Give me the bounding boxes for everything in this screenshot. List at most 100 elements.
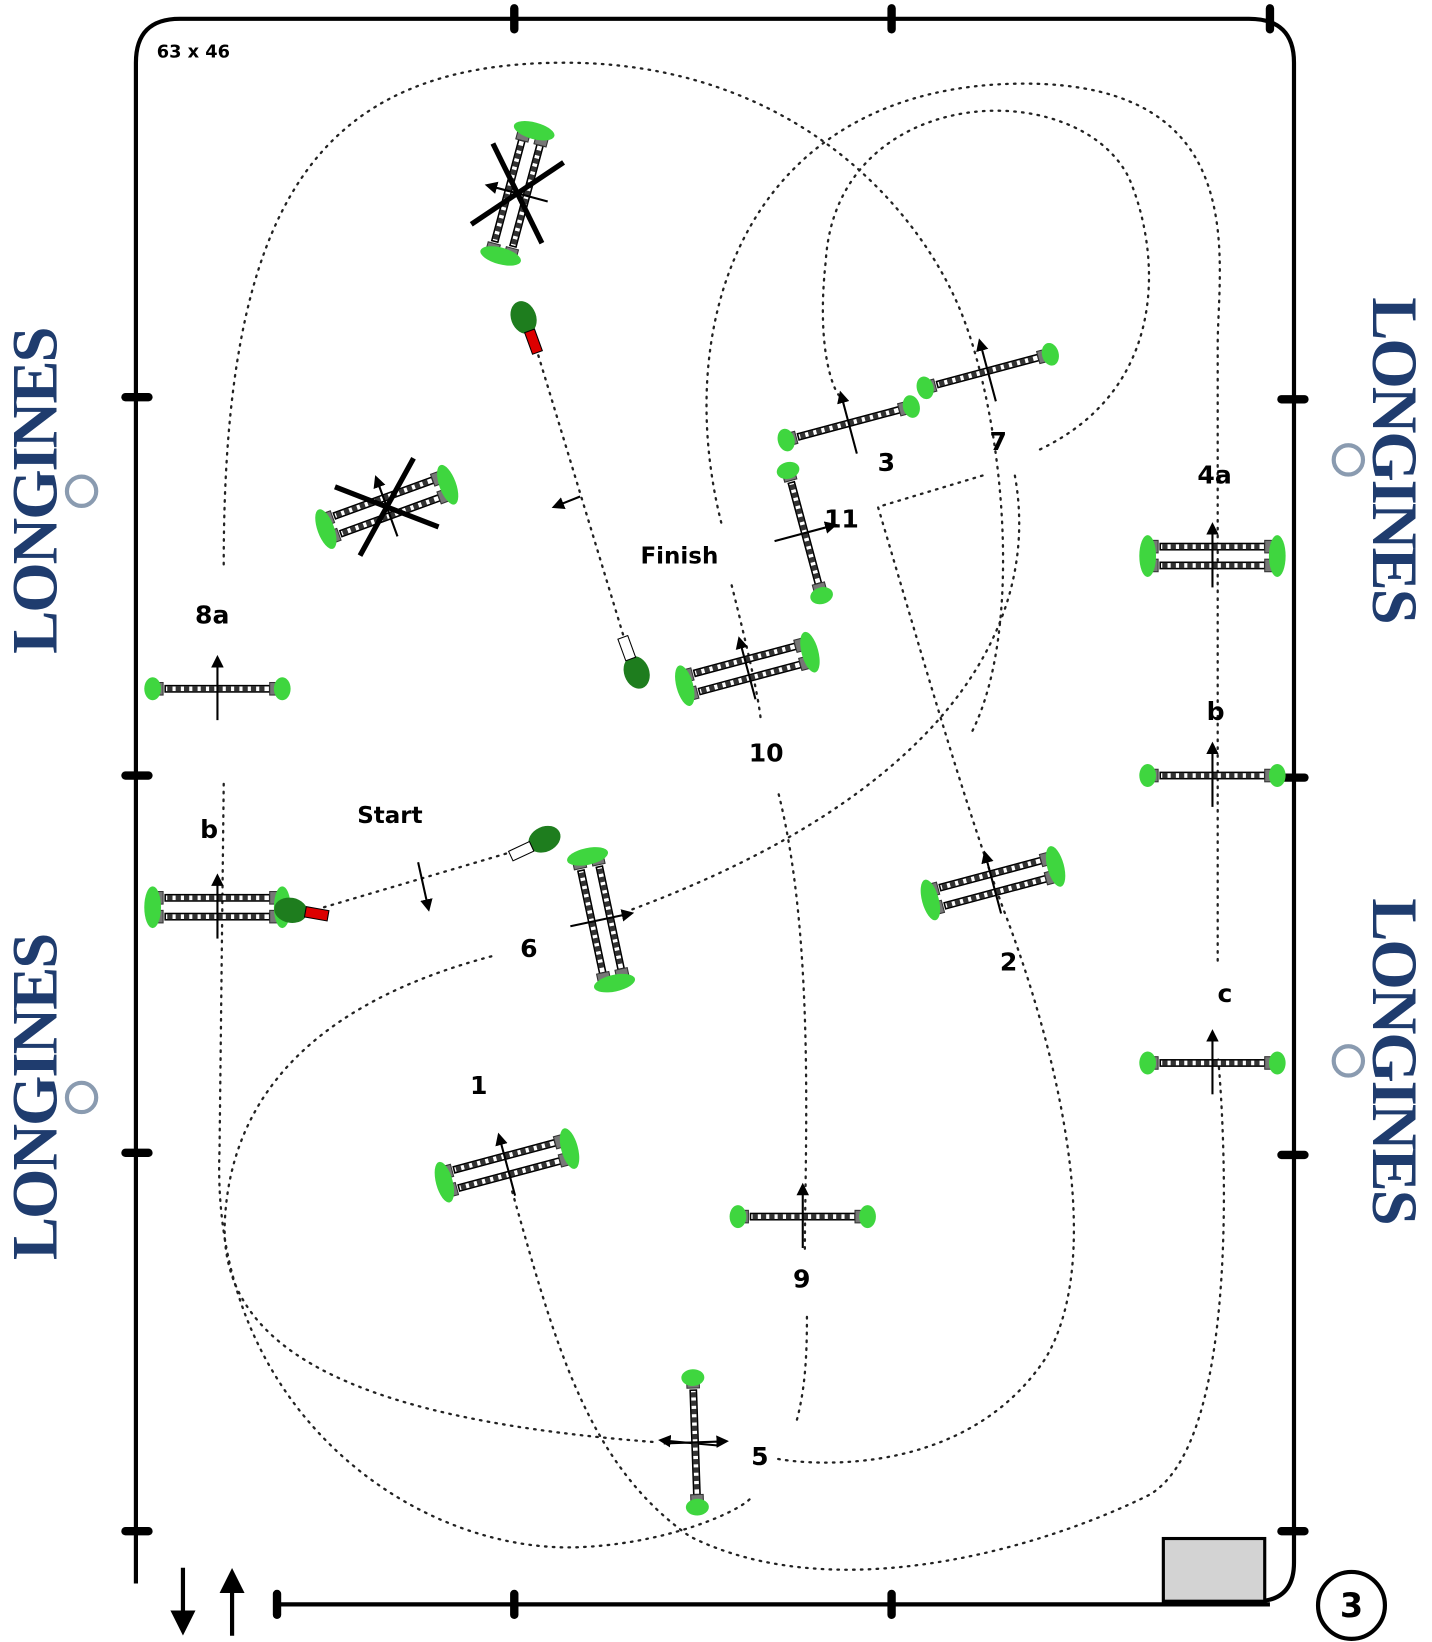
shrub	[1139, 535, 1157, 577]
arena-ticks	[121, 4, 1309, 1620]
obstacles	[144, 121, 1286, 1516]
shrub	[675, 665, 695, 707]
shrub	[1268, 1051, 1286, 1075]
fence	[916, 338, 1059, 402]
course-number: 3	[1340, 1586, 1363, 1625]
obstacle-number: b	[1207, 697, 1225, 726]
jump-direction	[735, 636, 757, 700]
flag	[510, 301, 544, 355]
shrub	[273, 677, 291, 701]
obstacle-number: 7	[989, 427, 1006, 456]
flag-pole	[303, 906, 330, 922]
shrub	[685, 1498, 709, 1516]
shrub	[437, 464, 459, 505]
shrub	[144, 677, 162, 701]
shrub	[1139, 764, 1157, 788]
fence	[777, 390, 920, 454]
shrub	[902, 395, 920, 418]
obstacle-number: b	[200, 815, 218, 844]
fence	[434, 1128, 580, 1203]
jump-direction	[774, 521, 838, 543]
obstacle-number: 9	[793, 1264, 810, 1293]
obstacle-number: 5	[751, 1442, 768, 1471]
logo-emblem	[1331, 1044, 1366, 1078]
shrub	[513, 121, 555, 141]
flag-shrub	[623, 656, 650, 689]
obstacle-number: 2	[1000, 948, 1017, 977]
fence	[675, 631, 820, 707]
shrub	[800, 631, 820, 673]
logo-emblem	[64, 474, 99, 508]
direction-arrows	[417, 495, 719, 1448]
flag-shrub	[274, 897, 308, 923]
fence	[1139, 741, 1286, 807]
shrub	[1268, 764, 1286, 788]
jump-direction	[976, 338, 997, 402]
arena-dimensions: 63 x 46	[157, 42, 230, 62]
jury-box	[1161, 1536, 1267, 1603]
finish-label: Finish	[640, 544, 718, 570]
flag-pole	[507, 840, 535, 862]
fence	[774, 461, 838, 605]
sponsor-logos: LONGINES LONGINES LONGINES LONGINES	[0, 297, 1430, 1260]
shrub	[810, 587, 833, 605]
shrub	[1041, 342, 1059, 366]
flag-pole	[523, 328, 544, 355]
fence	[315, 456, 459, 557]
jump-direction	[570, 909, 635, 928]
shrub	[144, 886, 162, 929]
shrub	[920, 879, 941, 921]
obstacle-number: 3	[878, 448, 895, 477]
entrance-arrows	[170, 1567, 245, 1636]
fence	[144, 654, 291, 721]
obstacle-number: 4a	[1197, 461, 1231, 490]
logo-emblem	[1331, 443, 1366, 477]
fence	[144, 873, 291, 939]
fence	[920, 846, 1066, 921]
flag	[507, 825, 561, 862]
track	[218, 61, 1226, 1571]
obstacle-number: 10	[749, 739, 784, 768]
course-badge	[1315, 1569, 1388, 1641]
obstacle-number: c	[1218, 979, 1233, 1008]
shrub	[480, 246, 521, 266]
flag-shrub	[528, 825, 561, 853]
shrub	[777, 428, 795, 452]
flag	[274, 897, 330, 923]
logo-text: LONGINES	[0, 935, 72, 1260]
shrub	[681, 1369, 705, 1386]
fence	[1139, 1029, 1286, 1095]
cross-out	[357, 456, 416, 557]
jump-direction	[663, 1435, 729, 1448]
obstacle-number: 8a	[195, 601, 229, 630]
fence	[567, 847, 636, 993]
fence	[729, 1182, 876, 1248]
cross-out	[490, 142, 545, 245]
shrub	[1139, 1051, 1157, 1075]
arena-border	[133, 16, 1297, 1604]
logo-text: LONGINES	[1358, 297, 1430, 622]
shrub	[567, 847, 609, 866]
shrub	[1268, 535, 1286, 577]
shrub	[593, 973, 636, 993]
start-label: Start	[357, 803, 422, 829]
logo-text: LONGINES	[1358, 898, 1430, 1223]
flag-pole	[617, 634, 637, 662]
jump-direction	[495, 1132, 517, 1196]
jump-direction	[981, 850, 1003, 914]
flag	[617, 634, 650, 689]
shrub	[434, 1161, 455, 1203]
logo-emblem	[64, 1080, 99, 1115]
shrub	[559, 1128, 580, 1169]
fence	[1139, 522, 1286, 588]
shrub	[859, 1205, 876, 1229]
obstacle-number: 6	[520, 934, 537, 963]
jump-direction	[837, 390, 858, 454]
shrub	[729, 1205, 747, 1229]
logo-text: LONGINES	[0, 329, 72, 654]
shrub	[776, 461, 800, 480]
shrub	[916, 376, 934, 400]
obstacle-number: 1	[470, 1071, 487, 1100]
fence	[663, 1369, 729, 1516]
